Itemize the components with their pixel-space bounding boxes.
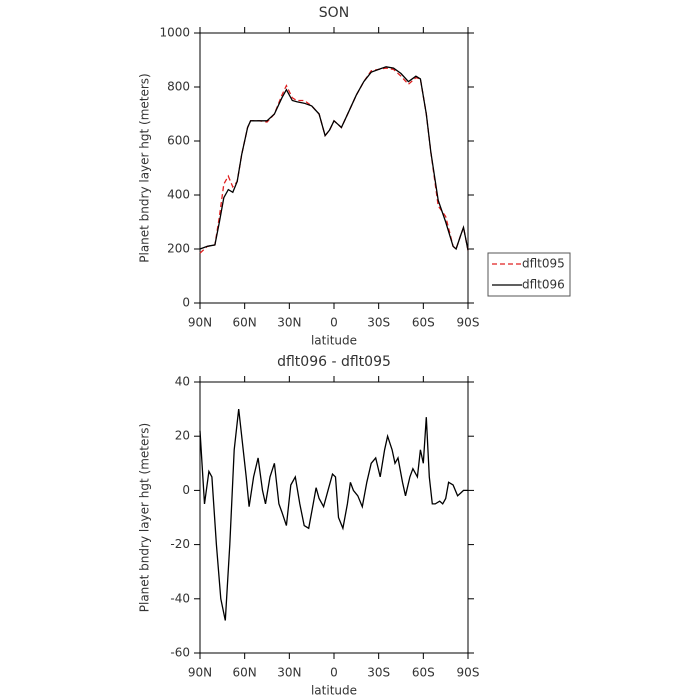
y-tick-label: 800 xyxy=(167,80,190,94)
x-tick-label: 60S xyxy=(412,316,435,330)
x-axis-label: latitude xyxy=(311,334,357,348)
x-tick-label: 90N xyxy=(188,316,212,330)
x-tick-label: 30S xyxy=(367,666,390,680)
x-axis-label: latitude xyxy=(311,684,357,698)
y-tick-label: 1000 xyxy=(159,26,190,40)
y-tick-label: 0 xyxy=(182,296,190,310)
x-tick-label: 30S xyxy=(367,316,390,330)
y-tick-label: 0 xyxy=(182,483,190,497)
x-tick-label: 60S xyxy=(412,666,435,680)
y-tick-label: 400 xyxy=(167,188,190,202)
y-tick-label: 600 xyxy=(167,134,190,148)
x-tick-label: 90S xyxy=(457,316,480,330)
x-tick-label: 90S xyxy=(457,666,480,680)
x-tick-label: 60N xyxy=(233,316,257,330)
data-line xyxy=(199,409,468,621)
legend-label: dflt096 xyxy=(522,278,565,292)
y-axis-label: Planet bndry layer hgt (meters) xyxy=(138,73,152,263)
y-tick-label: 20 xyxy=(175,429,190,443)
legend-label: dflt095 xyxy=(522,257,565,271)
y-tick-label: 40 xyxy=(175,375,190,389)
legend-box xyxy=(487,252,571,297)
y-tick-label: 200 xyxy=(167,242,190,256)
y-tick-label: -60 xyxy=(170,646,190,660)
y-axis-label: Planet bndry layer hgt (meters) xyxy=(138,423,152,613)
x-tick-label: 0 xyxy=(330,316,338,330)
x-tick-label: 0 xyxy=(330,666,338,680)
x-tick-label: 90N xyxy=(188,666,212,680)
chart-title: SON xyxy=(319,5,349,21)
x-tick-label: 30N xyxy=(277,316,301,330)
data-line xyxy=(199,66,469,251)
x-tick-label: 30N xyxy=(277,666,301,680)
chart-title: dflt096 - dflt095 xyxy=(277,354,391,370)
x-tick-label: 60N xyxy=(233,666,257,680)
plot-frame xyxy=(199,32,469,304)
y-tick-label: -40 xyxy=(170,591,190,605)
y-tick-label: -20 xyxy=(170,537,190,551)
